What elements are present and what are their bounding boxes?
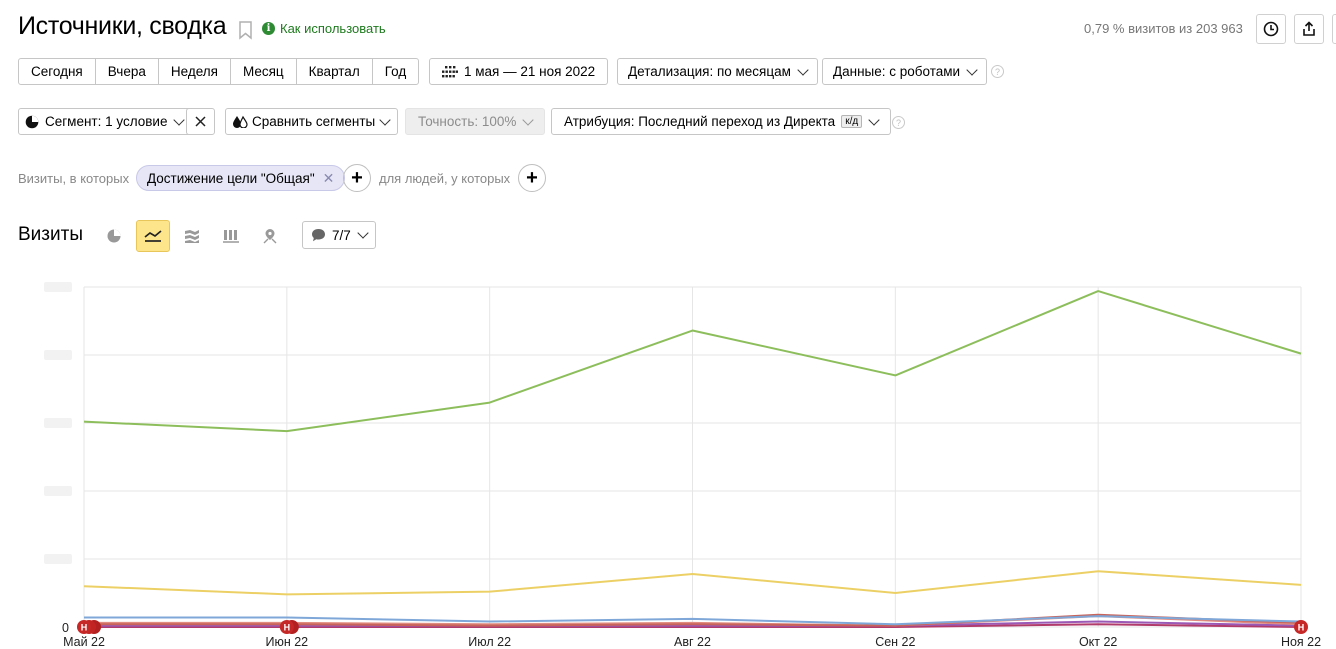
series-count-dropdown[interactable]: 7/7	[302, 221, 376, 249]
y-tick-placeholder	[44, 486, 72, 496]
x-tick-label: Июл 22	[468, 635, 511, 649]
export-button[interactable]	[1294, 14, 1324, 44]
period-week[interactable]: Неделя	[159, 59, 231, 84]
visits-line-chart: Май 22 Июн 22 Июл 22 Авг 22 Сен 22 Окт 22 Ноя …	[44, 282, 1321, 649]
page-title: Источники, сводка	[18, 12, 227, 40]
pie-chart-type-button[interactable]	[97, 220, 131, 252]
period-month[interactable]: Месяц	[231, 59, 297, 84]
chart-section-title: Визиты	[18, 224, 83, 245]
segment-label: Сегмент: 1 условие	[45, 114, 168, 129]
period-today[interactable]: Сегодня	[19, 59, 96, 84]
pie-segment-icon	[25, 115, 39, 128]
chevron-down-icon	[868, 113, 880, 126]
bar-chart-type-button[interactable]	[214, 220, 248, 252]
compare-drops-icon	[233, 115, 248, 128]
how-to-use-label: Как использовать	[280, 21, 386, 36]
x-tick-label: Окт 22	[1079, 635, 1117, 649]
people-filter-label: для людей, у которых	[379, 171, 511, 186]
x-tick-label: Июн 22	[266, 635, 309, 649]
map-type-button[interactable]	[253, 220, 287, 252]
series-line	[83, 570, 1302, 596]
map-pin-icon	[263, 229, 277, 244]
more-button[interactable]	[1332, 14, 1336, 44]
filter-prefix: Визиты, в которых	[18, 171, 130, 186]
comment-icon	[312, 229, 325, 242]
y-tick-placeholder	[44, 554, 72, 564]
x-tick-label: Ноя 22	[1281, 635, 1321, 649]
chevron-down-icon	[173, 113, 186, 126]
series-line	[83, 290, 1302, 433]
area-chart-icon	[185, 230, 199, 243]
data-mode-dropdown[interactable]: Данные: с роботами	[822, 58, 988, 85]
attribution-badge: к/д	[841, 115, 863, 128]
series-line	[84, 615, 1302, 626]
event-marker-label: Н	[1298, 623, 1305, 633]
period-quarter[interactable]: Квартал	[297, 59, 373, 84]
event-marker	[77, 620, 91, 634]
help-icon[interactable]: ?	[991, 65, 1004, 78]
date-range-button[interactable]: 1 мая — 21 ноя 2022	[429, 58, 609, 85]
line-chart-type-button[interactable]	[136, 220, 170, 252]
add-people-condition-button[interactable]: +	[518, 164, 546, 192]
period-selector: Сегодня Вчера Неделя Месяц Квартал Год	[18, 58, 420, 85]
compare-segments-dropdown[interactable]: Сравнить сегменты	[225, 108, 399, 135]
event-marker-label: Н	[81, 623, 88, 633]
segment-dropdown[interactable]: Сегмент: 1 условие	[18, 108, 193, 135]
date-range-label: 1 мая — 21 ноя 2022	[464, 64, 596, 79]
data-mode-label: Данные: с роботами	[833, 64, 961, 79]
chevron-down-icon	[357, 227, 369, 239]
y-tick-placeholder	[44, 282, 72, 292]
goal-filter-label: Достижение цели "Общая"	[147, 170, 315, 186]
share-icon	[1303, 21, 1315, 36]
sampling-info[interactable]: 0,79 % визитов из 203 963	[1084, 21, 1243, 36]
close-icon	[195, 116, 206, 127]
clear-segment-button[interactable]	[186, 108, 215, 135]
event-marker-label: Н	[284, 623, 291, 633]
remove-filter-icon[interactable]: ✕	[322, 169, 335, 186]
series-count-label: 7/7	[332, 227, 351, 243]
attribution-label: Атрибуция: Последний переход из Директа	[564, 114, 836, 129]
event-marker	[1294, 620, 1308, 634]
y-tick-label: 0	[62, 621, 69, 635]
accuracy-label: Точность: 100%	[418, 114, 517, 129]
goal-filter-chip[interactable]: Достижение цели "Общая" ✕	[136, 165, 346, 191]
period-year[interactable]: Год	[384, 64, 407, 79]
bookmark-icon[interactable]	[238, 21, 253, 40]
line-chart-icon	[144, 230, 162, 242]
x-tick-label: Авг 22	[674, 635, 711, 649]
bar-chart-icon	[223, 230, 239, 243]
chevron-down-icon	[522, 113, 535, 126]
attribution-dropdown[interactable]: Атрибуция: Последний переход из Директа …	[551, 108, 892, 135]
period-yesterday[interactable]: Вчера	[96, 59, 159, 84]
clock-icon	[1263, 21, 1279, 37]
chevron-down-icon	[379, 113, 391, 126]
accuracy-dropdown[interactable]: Точность: 100%	[405, 108, 546, 135]
y-tick-placeholder	[44, 350, 72, 360]
add-visit-condition-button[interactable]: +	[343, 164, 371, 192]
help-icon[interactable]: ?	[892, 116, 905, 129]
chevron-down-icon	[797, 63, 809, 76]
history-button[interactable]	[1256, 14, 1286, 44]
detail-dropdown[interactable]: Детализация: по месяцам	[617, 58, 818, 85]
info-icon: i	[262, 22, 275, 35]
x-tick-label: Май 22	[63, 635, 105, 649]
event-marker	[279, 620, 294, 634]
y-tick-placeholder	[44, 418, 72, 428]
pie-chart-icon	[107, 229, 121, 243]
x-tick-label: Сен 22	[875, 635, 915, 649]
compare-label: Сравнить сегменты	[252, 114, 376, 129]
chevron-down-icon	[966, 63, 978, 76]
how-to-use-link[interactable]: i Как использовать	[262, 21, 386, 36]
calendar-icon	[442, 65, 458, 77]
area-chart-type-button[interactable]	[175, 220, 209, 252]
detail-label: Детализация: по месяцам	[628, 64, 791, 79]
